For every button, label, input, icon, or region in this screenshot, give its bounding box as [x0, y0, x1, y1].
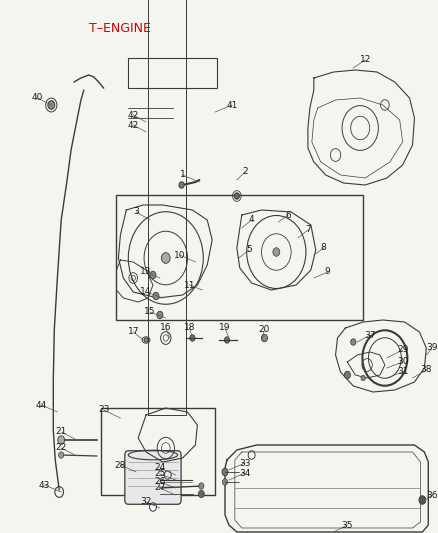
Text: 13: 13 — [140, 268, 152, 277]
Text: 9: 9 — [325, 268, 331, 277]
Circle shape — [198, 490, 205, 498]
Circle shape — [344, 372, 350, 379]
Text: 28: 28 — [115, 461, 126, 470]
Text: 35: 35 — [342, 521, 353, 529]
Text: 37: 37 — [364, 330, 376, 340]
Text: 4: 4 — [249, 215, 254, 224]
Text: 36: 36 — [427, 490, 438, 499]
Circle shape — [351, 339, 356, 345]
FancyBboxPatch shape — [125, 451, 181, 504]
Text: 15: 15 — [144, 308, 156, 317]
Text: 42: 42 — [127, 110, 139, 119]
Circle shape — [273, 248, 280, 256]
Circle shape — [261, 334, 268, 342]
Circle shape — [162, 253, 170, 263]
Text: 31: 31 — [397, 367, 408, 376]
Text: 5: 5 — [246, 246, 251, 254]
Text: 29: 29 — [397, 345, 408, 354]
Text: 41: 41 — [226, 101, 237, 109]
Circle shape — [59, 452, 64, 458]
Text: 16: 16 — [160, 324, 172, 333]
Circle shape — [145, 338, 148, 342]
Text: 42: 42 — [127, 120, 139, 130]
Text: 14: 14 — [140, 287, 152, 296]
Circle shape — [58, 436, 65, 445]
Text: 6: 6 — [285, 211, 291, 220]
Text: 2: 2 — [242, 167, 247, 176]
Circle shape — [199, 483, 204, 489]
Text: 17: 17 — [127, 327, 139, 336]
Text: T–ENGINE: T–ENGINE — [89, 22, 151, 35]
Text: 3: 3 — [133, 207, 139, 216]
Circle shape — [234, 193, 240, 199]
Text: 43: 43 — [39, 481, 50, 489]
Circle shape — [222, 469, 228, 476]
Text: 18: 18 — [184, 324, 195, 333]
Circle shape — [150, 271, 156, 279]
Circle shape — [153, 292, 159, 300]
Text: 32: 32 — [140, 497, 152, 506]
Text: 27: 27 — [154, 483, 166, 492]
Text: 40: 40 — [32, 93, 43, 102]
Bar — [148, 0, 186, 415]
Bar — [128, 58, 217, 88]
Text: 8: 8 — [321, 244, 327, 253]
Text: 38: 38 — [420, 366, 432, 375]
Text: 1: 1 — [180, 171, 185, 180]
Text: 33: 33 — [239, 458, 251, 467]
Circle shape — [223, 479, 228, 485]
Circle shape — [224, 337, 230, 343]
Bar — [101, 408, 215, 495]
Text: 12: 12 — [360, 55, 371, 64]
Text: 25: 25 — [154, 470, 166, 479]
Text: 7: 7 — [305, 225, 311, 235]
Circle shape — [419, 496, 426, 504]
Circle shape — [179, 182, 184, 188]
Text: 23: 23 — [98, 406, 110, 415]
Text: 20: 20 — [259, 326, 270, 335]
Text: 44: 44 — [36, 400, 47, 409]
Circle shape — [48, 101, 55, 109]
Text: 21: 21 — [56, 427, 67, 437]
Text: 10: 10 — [174, 251, 185, 260]
Text: 39: 39 — [427, 343, 438, 352]
Text: 19: 19 — [219, 324, 231, 333]
Text: 34: 34 — [239, 469, 251, 478]
Text: 24: 24 — [154, 464, 166, 472]
Bar — [117, 195, 363, 320]
Text: 22: 22 — [56, 443, 67, 453]
Circle shape — [157, 311, 163, 319]
Circle shape — [190, 335, 195, 341]
Text: 11: 11 — [184, 280, 195, 289]
Text: 26: 26 — [154, 478, 166, 487]
Circle shape — [361, 375, 365, 381]
Text: 30: 30 — [397, 358, 408, 367]
